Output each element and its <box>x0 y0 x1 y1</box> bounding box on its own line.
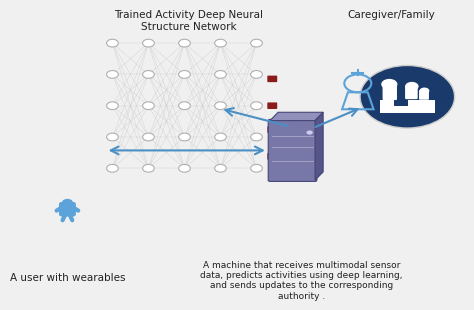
Polygon shape <box>315 112 323 180</box>
FancyBboxPatch shape <box>419 90 429 100</box>
Circle shape <box>405 82 419 91</box>
Circle shape <box>251 164 263 172</box>
Circle shape <box>143 164 155 172</box>
Polygon shape <box>65 209 70 211</box>
Text: A user with wearables: A user with wearables <box>9 272 125 283</box>
Circle shape <box>381 79 397 90</box>
Circle shape <box>215 71 227 78</box>
Circle shape <box>62 199 73 206</box>
Circle shape <box>107 133 118 141</box>
Text: A machine that receives multimodal sensor
data, predicts activities using deep l: A machine that receives multimodal senso… <box>201 261 403 301</box>
Circle shape <box>307 131 313 135</box>
Circle shape <box>251 39 263 47</box>
Circle shape <box>251 133 263 141</box>
FancyBboxPatch shape <box>267 102 277 109</box>
Text: Trained Activity Deep Neural
Structure Network: Trained Activity Deep Neural Structure N… <box>115 10 264 32</box>
Circle shape <box>251 71 263 78</box>
Polygon shape <box>380 100 435 113</box>
Circle shape <box>179 164 191 172</box>
Polygon shape <box>270 112 323 121</box>
Circle shape <box>251 102 263 109</box>
FancyBboxPatch shape <box>59 202 76 217</box>
Circle shape <box>215 133 227 141</box>
FancyBboxPatch shape <box>267 76 277 82</box>
Circle shape <box>179 71 191 78</box>
Circle shape <box>360 65 455 128</box>
Text: Caregiver/Family: Caregiver/Family <box>348 10 436 20</box>
Circle shape <box>107 102 118 109</box>
FancyBboxPatch shape <box>268 119 317 181</box>
Polygon shape <box>65 212 70 214</box>
Circle shape <box>143 39 155 47</box>
Circle shape <box>179 102 191 109</box>
Circle shape <box>143 71 155 78</box>
FancyBboxPatch shape <box>267 153 277 160</box>
FancyBboxPatch shape <box>383 84 397 100</box>
FancyBboxPatch shape <box>267 126 277 133</box>
Circle shape <box>179 39 191 47</box>
Circle shape <box>215 102 227 109</box>
Circle shape <box>215 39 227 47</box>
Circle shape <box>143 133 155 141</box>
FancyBboxPatch shape <box>405 86 418 99</box>
Circle shape <box>215 164 227 172</box>
Circle shape <box>143 102 155 109</box>
Circle shape <box>179 133 191 141</box>
Circle shape <box>107 71 118 78</box>
Circle shape <box>107 164 118 172</box>
Circle shape <box>107 39 118 47</box>
Polygon shape <box>65 206 70 208</box>
Circle shape <box>419 87 429 94</box>
